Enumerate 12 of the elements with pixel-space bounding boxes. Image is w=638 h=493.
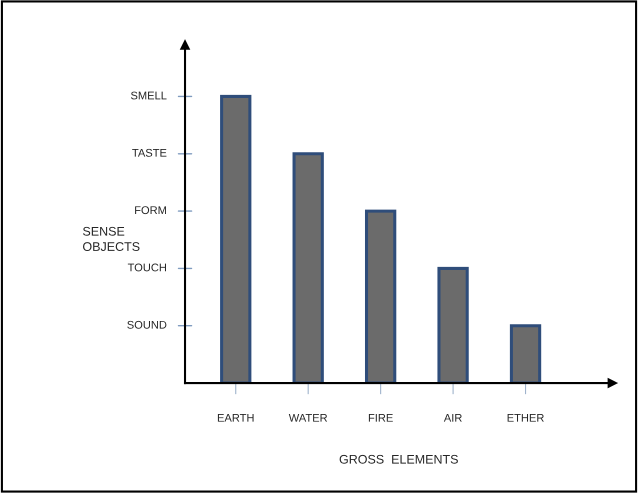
x-tick-label: EARTH xyxy=(218,414,254,422)
text: TASTE xyxy=(132,148,166,157)
x-tick-label: FIRE xyxy=(368,414,393,422)
y-axis-title: SENSE OBJECTS xyxy=(83,226,140,251)
x-axis-title: GROSS ELEMENTS xyxy=(340,454,458,464)
text: SOUND xyxy=(127,320,166,329)
text: FORM xyxy=(135,206,166,214)
x-tick-label: ETHER xyxy=(508,414,544,422)
text: TOUCH xyxy=(128,264,166,272)
text: SMELL xyxy=(130,92,167,100)
x-tick-label: AIR xyxy=(444,414,462,422)
x-tick-label: WATER xyxy=(288,414,328,422)
